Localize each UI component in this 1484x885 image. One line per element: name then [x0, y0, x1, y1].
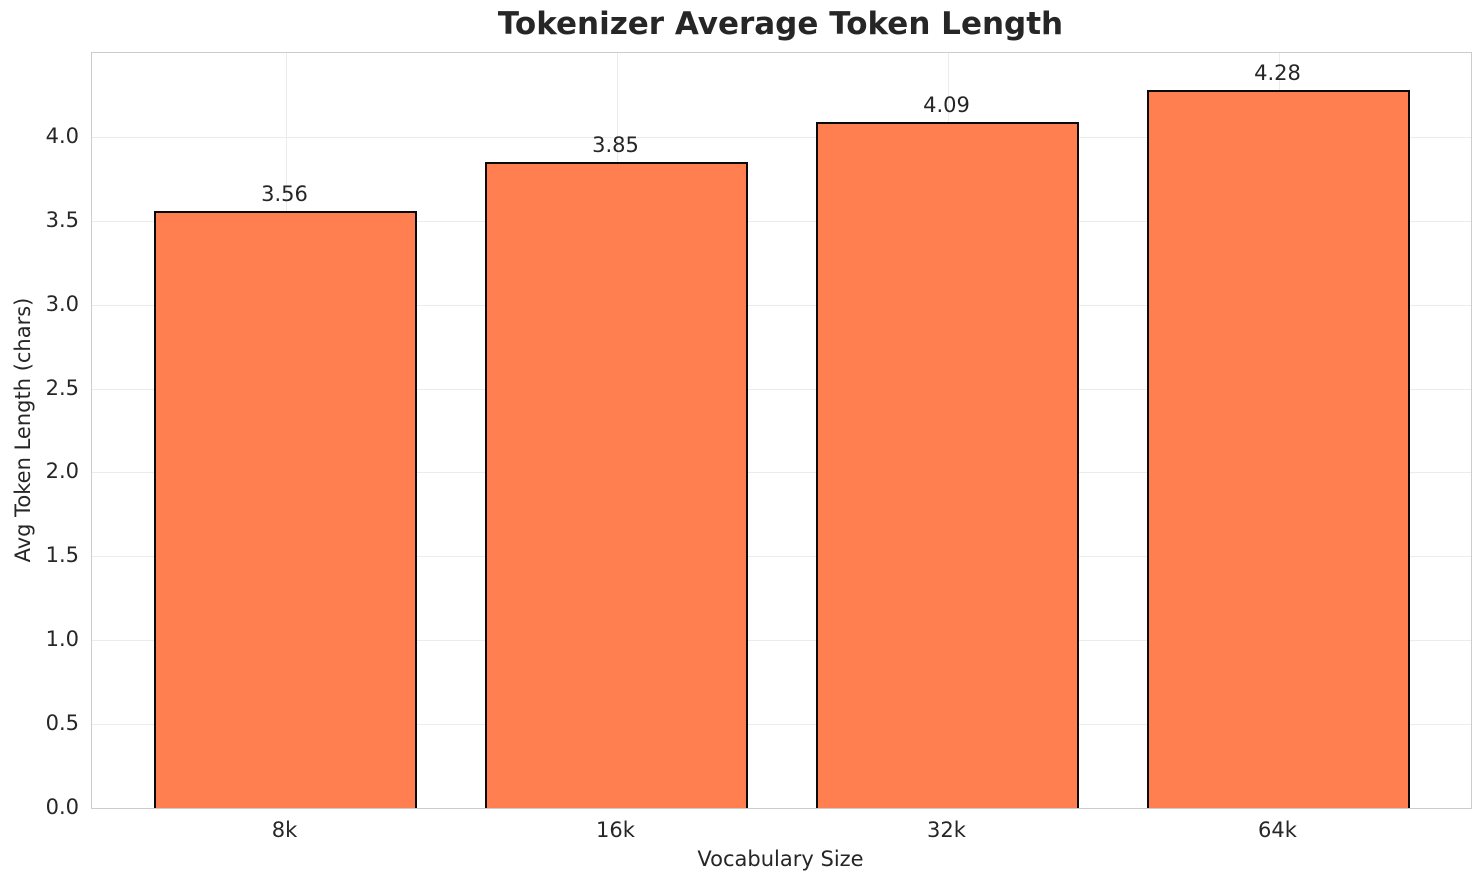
chart-title: Tokenizer Average Token Length — [497, 6, 1064, 42]
y-tick-label: 0.5 — [45, 711, 79, 736]
bar-value-label: 4.28 — [1254, 60, 1301, 85]
bar-8k — [154, 210, 417, 808]
gridline-horizontal — [92, 640, 1471, 642]
bar-64k — [1147, 89, 1410, 808]
x-tick-label-16k: 16k — [596, 818, 635, 842]
bar-value-label: 3.56 — [261, 181, 308, 206]
x-tick-label-64k: 64k — [1258, 818, 1297, 842]
gridline-horizontal — [92, 556, 1471, 558]
y-tick-label: 3.0 — [45, 291, 79, 316]
gridline-horizontal — [92, 136, 1471, 138]
bar-value-label: 3.85 — [592, 133, 639, 158]
bar-value-label: 4.09 — [923, 92, 970, 117]
y-tick-label: 3.5 — [45, 207, 79, 232]
plot-area — [91, 52, 1472, 809]
y-tick-label: 1.0 — [45, 627, 79, 652]
gridline-horizontal — [92, 472, 1471, 474]
gridline-horizontal — [92, 388, 1471, 390]
y-tick-label: 2.0 — [45, 459, 79, 484]
y-tick-label: 1.5 — [45, 543, 79, 568]
y-tick-label: 4.0 — [45, 123, 79, 148]
gridline-horizontal — [92, 220, 1471, 222]
x-tick-label-8k: 8k — [271, 818, 298, 842]
y-axis-label: Avg Token Length (chars) — [11, 297, 35, 563]
y-tick-label: 2.5 — [45, 375, 79, 400]
bar-32k — [816, 121, 1079, 808]
gridline-horizontal — [92, 724, 1471, 726]
bar-16k — [485, 162, 748, 808]
x-axis-label: Vocabulary Size — [697, 847, 864, 871]
x-tick-label-32k: 32k — [927, 818, 966, 842]
y-tick-label: 0.0 — [45, 795, 79, 819]
gridline-horizontal — [92, 304, 1471, 306]
